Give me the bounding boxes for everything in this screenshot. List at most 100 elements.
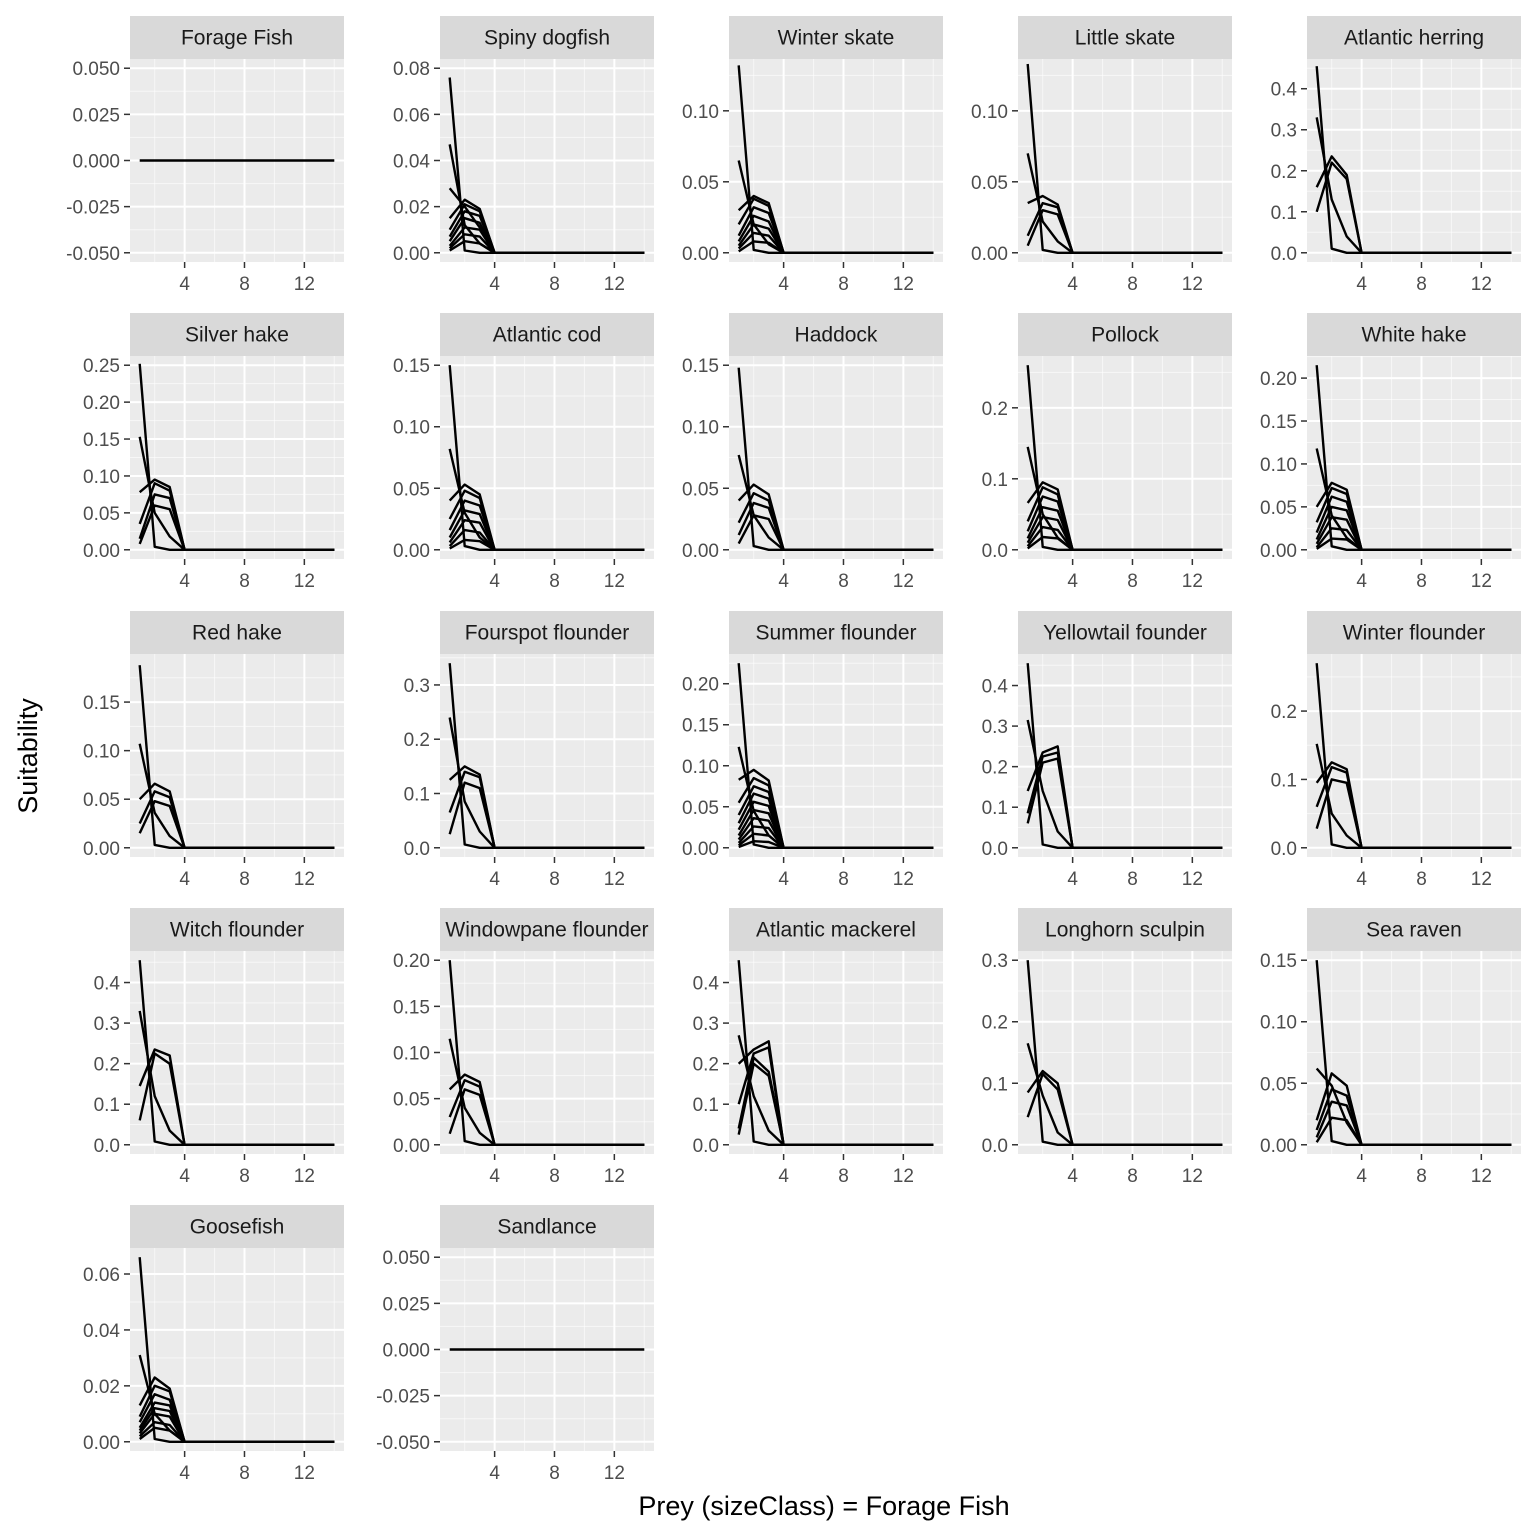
series-line [738, 240, 934, 254]
y-tick-label: 0.2 [982, 758, 1008, 779]
series-line [138, 504, 335, 551]
x-tick-label: 8 [838, 274, 849, 295]
y-tick-label: -0.025 [66, 198, 120, 219]
facet-title: Little skate [1075, 27, 1175, 50]
facet-panel: Goosefish 0.06 0.04 0.02 0.00 4 8 12 [83, 1205, 344, 1484]
x-tick-label: 4 [1067, 1166, 1078, 1187]
y-tick-label: 0.2 [404, 730, 430, 751]
facet-strip [440, 313, 654, 356]
y-tick-label: 0.20 [1260, 369, 1297, 390]
y-tick-label: 0.1 [982, 470, 1008, 491]
x-tick-label: 12 [294, 1463, 315, 1484]
x-tick-label: 12 [1471, 1166, 1492, 1187]
y-tick-label: 0.15 [83, 693, 120, 714]
y-tick-label: 0.10 [393, 418, 430, 439]
y-tick-label: 0.3 [1271, 121, 1297, 142]
series-group [448, 77, 645, 254]
y-tick-label: 0.02 [83, 1377, 120, 1398]
y-tick-label: 0.10 [83, 467, 120, 488]
plot-background [1018, 59, 1232, 262]
facet-panel: Winter flounder 0.2 0.1 0.0 4 8 12 [1271, 611, 1521, 890]
y-tick-label: 0.00 [393, 541, 430, 562]
facet-title: Sandlance [497, 1216, 596, 1239]
series-line [738, 840, 934, 849]
y-tick-label: 0.00 [83, 1433, 120, 1454]
y-tick-label: 0.04 [83, 1321, 120, 1342]
facet-panel: Silver hake 0.25 0.20 0.15 0.10 0.05 0.00 4 8 12 [83, 313, 344, 592]
y-tick-label: 0.0 [693, 1136, 719, 1157]
series-group [1315, 960, 1512, 1146]
facet-panel: Winter skate 0.10 0.05 0.00 4 8 12 [682, 16, 943, 295]
facet-panel: Witch flounder 0.4 0.3 0.2 0.1 0.0 4 8 12 [94, 908, 344, 1187]
facet-strip [440, 1205, 654, 1248]
y-tick-label: 0.04 [393, 152, 430, 173]
facet-strip [729, 908, 943, 951]
plot-background [729, 951, 943, 1154]
y-tick-label: 0.10 [682, 757, 719, 778]
x-tick-label: 8 [1127, 869, 1138, 890]
facet-strip [130, 1205, 344, 1248]
x-tick-label: 4 [1067, 274, 1078, 295]
facet-strip [130, 908, 344, 951]
y-tick-label: 0.05 [393, 479, 430, 500]
x-tick-label: 12 [893, 1166, 914, 1187]
x-tick-label: 4 [1356, 274, 1367, 295]
facet-title: Atlantic mackerel [756, 919, 916, 942]
x-tick-label: 12 [1182, 1166, 1203, 1187]
x-tick-label: 4 [778, 869, 789, 890]
y-tick-label: 0.05 [1260, 1074, 1297, 1095]
x-tick-label: 8 [838, 1166, 849, 1187]
facet-strip [130, 16, 344, 59]
facet-strip [1018, 908, 1232, 951]
facet-panel: Haddock 0.15 0.10 0.05 0.00 4 8 12 [682, 313, 943, 592]
x-tick-label: 12 [1471, 571, 1492, 592]
y-tick-label: 0.15 [393, 356, 430, 377]
series-line [1315, 1116, 1512, 1146]
y-tick-label: 0.2 [1271, 702, 1297, 723]
y-tick-label: 0.15 [1260, 412, 1297, 433]
facet-panel: Red hake 0.15 0.10 0.05 0.00 4 8 12 [83, 611, 344, 890]
series-line [138, 1052, 335, 1146]
x-tick-label: 12 [294, 274, 315, 295]
series-group [1315, 365, 1512, 551]
facet-panel: Atlantic mackerel 0.4 0.3 0.2 0.1 0.0 4 8 12 [693, 908, 943, 1187]
series-line [1315, 161, 1512, 254]
plot-background [1018, 356, 1232, 559]
y-tick-label: 0.1 [404, 784, 430, 805]
y-tick-label: 0.0 [1271, 839, 1297, 860]
x-tick-label: 8 [239, 274, 250, 295]
y-tick-label: 0.20 [393, 951, 430, 972]
x-tick-label: 12 [604, 869, 625, 890]
facet-strip [1307, 313, 1521, 356]
x-tick-label: 12 [604, 274, 625, 295]
y-tick-label: -0.025 [376, 1387, 430, 1408]
series-group [737, 65, 934, 254]
series-group [138, 363, 335, 551]
y-tick-label: 0.1 [982, 798, 1008, 819]
x-tick-label: 4 [1356, 869, 1367, 890]
y-tick-label: 0.20 [682, 675, 719, 696]
facet-strip [1018, 16, 1232, 59]
x-tick-label: 12 [893, 274, 914, 295]
x-tick-label: 12 [1471, 869, 1492, 890]
facet-title: Red hake [192, 622, 282, 645]
plot-background [130, 1248, 344, 1451]
x-tick-label: 8 [838, 571, 849, 592]
y-tick-label: 0.4 [94, 974, 121, 995]
facet-panel: Sea raven 0.15 0.10 0.05 0.00 4 8 12 [1260, 908, 1521, 1187]
x-tick-label: 8 [239, 1166, 250, 1187]
y-tick-label: 0.05 [682, 479, 719, 500]
y-tick-label: 0.0 [1271, 244, 1297, 265]
y-tick-label: 0.15 [393, 997, 430, 1018]
x-tick-label: 8 [549, 1463, 560, 1484]
facet-panel: White hake 0.20 0.15 0.10 0.05 0.00 4 8 12 [1260, 313, 1521, 592]
x-tick-label: 8 [1127, 571, 1138, 592]
x-tick-label: 12 [604, 1463, 625, 1484]
x-tick-label: 8 [1127, 274, 1138, 295]
y-tick-label: 0.050 [72, 59, 120, 80]
y-tick-label: 0.06 [83, 1265, 120, 1286]
y-tick-label: 0.4 [982, 677, 1009, 698]
series-group [737, 960, 934, 1146]
y-tick-label: 0.00 [393, 1136, 430, 1157]
y-tick-label: 0.0 [982, 1136, 1008, 1157]
